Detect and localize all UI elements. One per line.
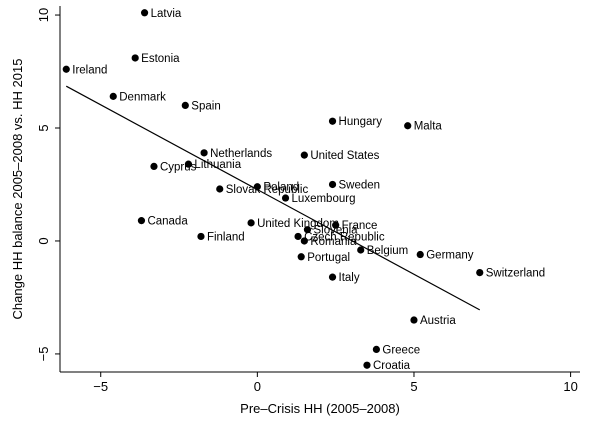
point-label: Austria (420, 315, 456, 327)
point-label: Lithuania (194, 159, 241, 171)
point-label: Italy (339, 272, 360, 284)
data-point (300, 237, 308, 245)
data-point (363, 361, 371, 369)
point-label: Hungary (339, 116, 383, 128)
point-label: United States (310, 150, 379, 162)
point-label: Luxembourg (292, 193, 356, 205)
x-tick-label: 10 (563, 379, 577, 394)
data-point (404, 122, 412, 130)
x-tick-label: 0 (254, 379, 261, 394)
point-label: Germany (426, 250, 474, 262)
data-point (357, 246, 365, 254)
point-label: Portugal (307, 252, 350, 264)
data-point (476, 268, 484, 277)
point-label: Latvia (151, 8, 182, 20)
data-point (416, 250, 424, 259)
y-tick-label: −5 (36, 347, 51, 362)
data-point (253, 183, 261, 191)
point-label: Poland (263, 182, 299, 194)
points-group: Latvia Estonia Ireland Denmark Spain Hungary M… (62, 8, 545, 372)
point-label: Switzerland (486, 268, 545, 280)
point-label: Czech Republic (304, 231, 385, 243)
data-point (200, 149, 208, 157)
data-point (372, 345, 380, 354)
data-point (328, 273, 337, 281)
point-label: Denmark (119, 91, 166, 103)
data-point (410, 316, 418, 324)
point-label: Cyprus (160, 161, 197, 173)
data-point (294, 232, 302, 241)
data-point (303, 226, 312, 234)
data-point (181, 101, 189, 110)
point-label: Slovenia (313, 225, 358, 237)
point-label: Malta (414, 121, 443, 133)
point-label: Slovak Republic (226, 184, 309, 196)
data-point (297, 253, 305, 261)
data-point (197, 232, 205, 241)
x-tick-label: 5 (410, 379, 417, 394)
data-point (131, 54, 139, 62)
x-axis-label: Pre–Crisis HH (2005–2008) (240, 401, 400, 416)
data-point (150, 162, 158, 171)
data-point (137, 217, 146, 225)
point-label: Canada (147, 216, 188, 228)
data-point (328, 180, 337, 189)
y-tick-label: 0 (36, 237, 51, 244)
data-point (184, 160, 193, 168)
point-label: Romania (310, 236, 357, 248)
point-label: Finland (207, 231, 245, 243)
data-point (62, 65, 70, 73)
data-point (300, 151, 308, 159)
data-point (109, 92, 117, 100)
point-label: Netherlands (210, 148, 272, 160)
fit-line (65, 85, 481, 311)
point-label: Belgium (367, 245, 409, 257)
point-label: Spain (191, 100, 220, 112)
point-label: Sweden (339, 179, 381, 191)
point-label: France (342, 220, 378, 232)
x-tick-label: −5 (93, 379, 108, 394)
y-tick-label: 5 (36, 124, 51, 131)
data-point (328, 117, 337, 125)
data-point (332, 221, 340, 229)
point-label: United Kingdom (257, 218, 339, 230)
point-label: Ireland (72, 64, 107, 76)
y-axis-label: Change HH balance 2005–2008 vs. HH 2015 (10, 59, 25, 320)
point-label: Croatia (373, 360, 411, 372)
data-point (216, 185, 224, 193)
fit-line-group (65, 85, 481, 311)
point-label: Greece (382, 344, 420, 356)
data-point (247, 219, 255, 227)
y-tick-label: 10 (36, 8, 51, 22)
axes: −5 0 5 10 −5 0 5 10 (36, 6, 580, 394)
data-point (281, 194, 290, 202)
point-label: Estonia (141, 53, 180, 65)
data-point (140, 9, 149, 17)
